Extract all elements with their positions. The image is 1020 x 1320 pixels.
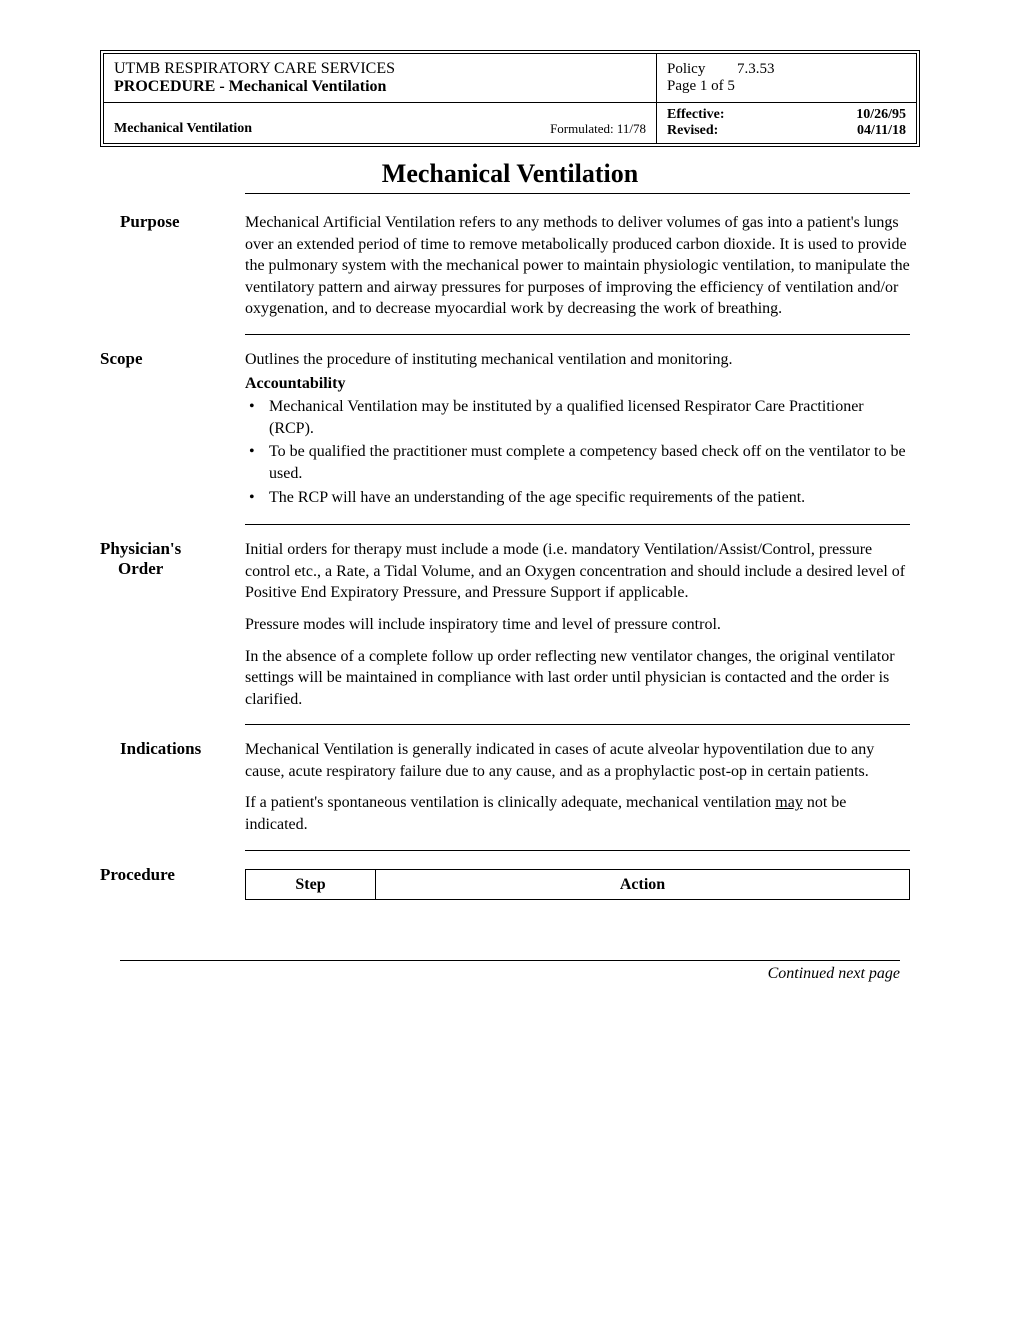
purpose-text: Mechanical Artificial Ventilation refers… <box>245 212 910 320</box>
document-header: UTMB RESPIRATORY CARE SERVICES PROCEDURE… <box>100 50 920 147</box>
header-row-1: UTMB RESPIRATORY CARE SERVICES PROCEDURE… <box>104 54 916 103</box>
section-physician-order: Physician's Order Initial orders for the… <box>120 539 910 710</box>
procedure-label: Procedure <box>100 865 245 901</box>
department-name: UTMB RESPIRATORY CARE SERVICES <box>114 60 646 78</box>
purpose-content: Mechanical Artificial Ventilation refers… <box>245 212 910 320</box>
bullet-icon: • <box>245 396 269 439</box>
formulated-date: Formulated: 11/78 <box>550 121 646 137</box>
effective-label: Effective: <box>667 107 856 123</box>
divider <box>245 850 910 851</box>
section-indications: Indications Mechanical Ventilation is ge… <box>120 739 910 835</box>
divider <box>245 334 910 335</box>
procedure-table: Step Action <box>245 869 910 901</box>
indications-p2-underline: may <box>775 794 803 811</box>
divider <box>245 524 910 525</box>
indications-label: Indications <box>120 739 245 835</box>
header-right-cell: Policy 7.3.53 Page 1 of 5 <box>656 54 916 102</box>
policy-label: Policy <box>667 61 737 78</box>
indications-p2: If a patient's spontaneous ventilation i… <box>245 792 910 835</box>
physician-label-line1: Physician's <box>100 539 245 559</box>
bullet-text: The RCP will have an understanding of th… <box>269 487 910 509</box>
table-row: Step Action <box>246 869 910 900</box>
continued-text: Continued next page <box>100 965 900 983</box>
effective-labels: Effective: Revised: <box>667 107 856 139</box>
indications-content: Mechanical Ventilation is generally indi… <box>245 739 910 835</box>
header-row-2-right: Effective: Revised: 10/26/95 04/11/18 <box>656 103 916 143</box>
policy-number: 7.3.53 <box>737 61 775 78</box>
divider <box>245 724 910 725</box>
page: UTMB RESPIRATORY CARE SERVICES PROCEDURE… <box>0 0 1020 1320</box>
accountability-label: Accountability <box>245 373 910 395</box>
revised-label: Revised: <box>667 123 856 139</box>
footer-divider <box>120 960 900 961</box>
body-area: Purpose Mechanical Artificial Ventilatio… <box>120 193 910 900</box>
physician-order-label: Physician's Order <box>100 539 245 710</box>
section-procedure: Procedure Step Action <box>120 865 910 901</box>
bullet-text: To be qualified the practitioner must co… <box>269 441 910 484</box>
scope-bullets: •Mechanical Ventilation may be institute… <box>245 396 910 508</box>
physician-p1: Initial orders for therapy must include … <box>245 539 910 604</box>
column-header-step: Step <box>246 869 376 900</box>
list-item: •To be qualified the practitioner must c… <box>245 441 910 484</box>
header-row-2-left: Mechanical Ventilation Formulated: 11/78 <box>104 103 656 143</box>
policy-line: Policy 7.3.53 <box>667 61 906 78</box>
bullet-text: Mechanical Ventilation may be instituted… <box>269 396 910 439</box>
scope-content: Outlines the procedure of instituting me… <box>245 349 910 510</box>
scope-label: Scope <box>100 349 245 510</box>
bullet-icon: • <box>245 487 269 509</box>
section-scope: Scope Outlines the procedure of institut… <box>120 349 910 510</box>
physician-content: Initial orders for therapy must include … <box>245 539 910 710</box>
effective-date: 10/26/95 <box>856 107 906 123</box>
procedure-title: PROCEDURE - Mechanical Ventilation <box>114 78 646 96</box>
header-subtitle: Mechanical Ventilation <box>114 121 252 137</box>
page-number: Page 1 of 5 <box>667 78 906 95</box>
header-row-2: Mechanical Ventilation Formulated: 11/78… <box>104 103 916 143</box>
physician-p2: Pressure modes will include inspiratory … <box>245 614 910 636</box>
indications-p2-pre: If a patient's spontaneous ventilation i… <box>245 794 775 811</box>
scope-intro: Outlines the procedure of instituting me… <box>245 349 910 371</box>
procedure-content: Step Action <box>245 865 910 901</box>
bullet-icon: • <box>245 441 269 484</box>
effective-dates: 10/26/95 04/11/18 <box>856 107 906 139</box>
column-header-action: Action <box>376 869 910 900</box>
indications-p1: Mechanical Ventilation is generally indi… <box>245 739 910 782</box>
list-item: •The RCP will have an understanding of t… <box>245 487 910 509</box>
revised-date: 04/11/18 <box>856 123 906 139</box>
main-title: Mechanical Ventilation <box>100 159 920 189</box>
top-divider <box>245 193 910 194</box>
physician-p3: In the absence of a complete follow up o… <box>245 646 910 711</box>
header-left-cell: UTMB RESPIRATORY CARE SERVICES PROCEDURE… <box>104 54 656 102</box>
list-item: •Mechanical Ventilation may be institute… <box>245 396 910 439</box>
section-purpose: Purpose Mechanical Artificial Ventilatio… <box>120 212 910 320</box>
purpose-label: Purpose <box>120 212 245 320</box>
physician-label-line2: Order <box>100 559 245 579</box>
